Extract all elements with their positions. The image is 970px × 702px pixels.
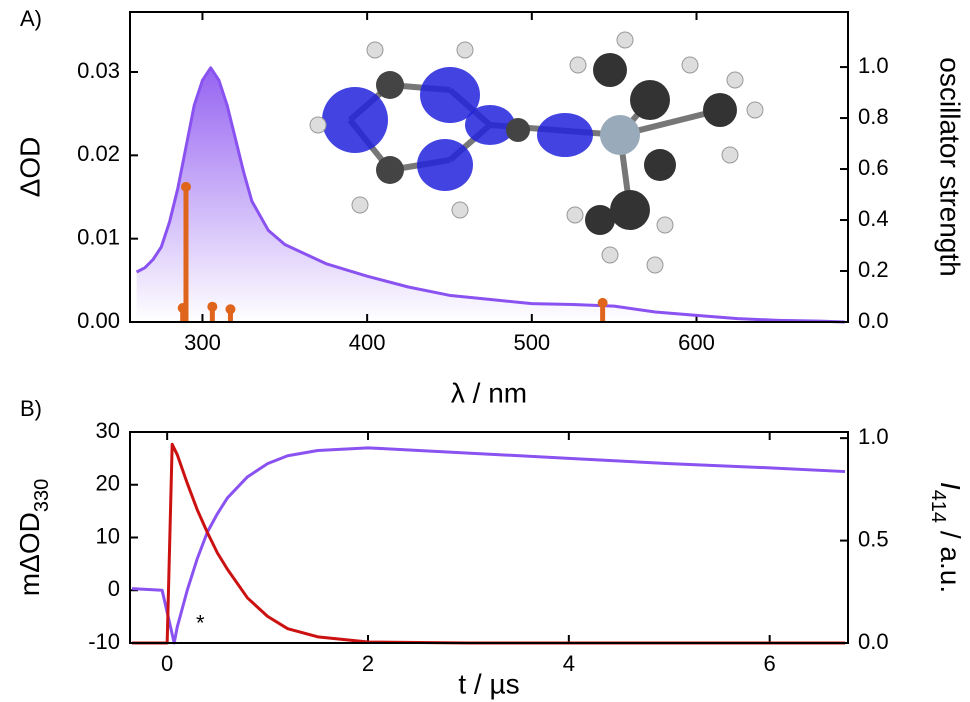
- y2-tick-label: 1.0: [858, 424, 889, 449]
- y2-axis-label: oscillator strength: [935, 57, 966, 276]
- y-tick-label: 20: [96, 471, 120, 496]
- data-line: [131, 446, 846, 645]
- x-axis-label: λ / nm: [451, 377, 527, 408]
- plot-frame: [129, 431, 849, 644]
- y2-tick-label: 0.2: [858, 257, 889, 282]
- y-tick-label: 0: [108, 576, 120, 601]
- plot-frame: [129, 11, 849, 323]
- y-tick-label: 0.01: [77, 224, 120, 249]
- y-axis-label: mΔOD330: [14, 479, 53, 596]
- x-tick-label: 500: [513, 330, 550, 355]
- y-tick-label: 10: [96, 523, 120, 548]
- y2-tick-label: 0.6: [858, 155, 889, 180]
- y-tick-label: 30: [96, 418, 120, 443]
- molecule-illustration: [309, 31, 764, 274]
- annotation: *: [196, 610, 205, 635]
- x-tick-label: 0: [161, 651, 173, 676]
- y2-axis-label-part: I: [935, 482, 966, 490]
- y2-axis-label-part: / a.u.: [935, 523, 966, 593]
- x-tick-label: 400: [349, 330, 386, 355]
- y-axis-label: ΔOD: [14, 137, 45, 198]
- stem-head: [597, 297, 608, 308]
- y2-axis-label-part: 414: [927, 490, 949, 523]
- x-axis-label: t / µs: [458, 668, 519, 699]
- panel-label: B): [20, 396, 42, 421]
- stem-head: [225, 304, 236, 315]
- panel-label: A): [20, 6, 42, 31]
- x-tick-label: 6: [764, 651, 776, 676]
- y-tick-label: 0.03: [77, 58, 120, 83]
- stem-head: [180, 181, 191, 192]
- y2-axis-label: I414 / a.u.: [927, 482, 966, 593]
- y-tick-label: 0.02: [77, 141, 120, 166]
- x-tick-label: 300: [184, 330, 221, 355]
- y2-tick-label: 0.5: [858, 526, 889, 551]
- y-tick-label: -10: [88, 629, 120, 654]
- y2-tick-label: 0.4: [858, 206, 889, 231]
- y2-tick-label: 0.0: [858, 629, 889, 654]
- data-line: [135, 66, 845, 324]
- y-tick-label: 0.00: [77, 308, 120, 333]
- stem-head: [207, 301, 218, 312]
- y2-tick-label: 0.8: [858, 104, 889, 129]
- x-tick-label: 4: [563, 651, 575, 676]
- y2-tick-label: 0.0: [858, 308, 889, 333]
- data-line: [132, 442, 845, 645]
- x-tick-label: 2: [362, 651, 374, 676]
- y-axis-label-part: 330: [31, 479, 53, 512]
- y-axis-label-part: mΔOD: [14, 512, 45, 596]
- y2-tick-label: 1.0: [858, 53, 889, 78]
- x-tick-label: 600: [678, 330, 715, 355]
